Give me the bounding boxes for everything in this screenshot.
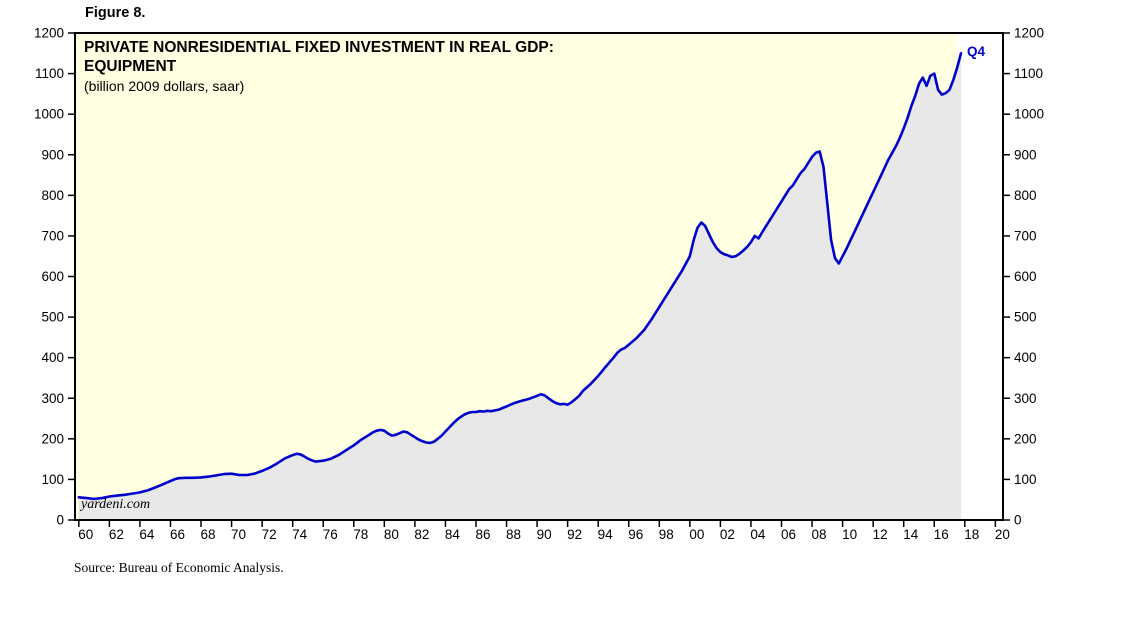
x-axis-label: 18 xyxy=(964,527,979,542)
x-axis-label: 60 xyxy=(78,527,93,542)
x-axis-label: 88 xyxy=(506,527,521,542)
y-axis-label-right: 1000 xyxy=(1014,107,1044,122)
x-axis-label: 06 xyxy=(781,527,796,542)
x-axis-label: 20 xyxy=(995,527,1010,542)
x-axis-label: 92 xyxy=(567,527,582,542)
x-axis-label: 94 xyxy=(598,527,614,542)
source-note: Source: Bureau of Economic Analysis. xyxy=(74,560,284,575)
y-axis-label-right: 1100 xyxy=(1014,66,1043,81)
y-axis-label-right: 200 xyxy=(1014,431,1037,446)
y-axis-label-right: 0 xyxy=(1014,513,1022,528)
y-axis-label-left: 1000 xyxy=(34,107,64,122)
y-axis-label-right: 1200 xyxy=(1014,26,1044,41)
future-period-band xyxy=(957,33,1003,520)
y-axis-label-left: 500 xyxy=(41,310,64,325)
y-axis-label-left: 200 xyxy=(41,431,64,446)
y-axis-label-left: 400 xyxy=(41,350,64,365)
x-axis-label: 74 xyxy=(292,527,308,542)
x-axis-label: 70 xyxy=(231,527,246,542)
y-axis-label-left: 800 xyxy=(41,188,64,203)
y-axis-label-left: 700 xyxy=(41,228,64,243)
x-axis-label: 68 xyxy=(201,527,216,542)
x-axis-label: 14 xyxy=(903,527,919,542)
y-axis-label-right: 400 xyxy=(1014,350,1037,365)
y-axis-label-left: 0 xyxy=(56,513,64,528)
x-axis-label: 90 xyxy=(537,527,552,542)
y-axis-label-right: 900 xyxy=(1014,147,1037,162)
x-axis-label: 84 xyxy=(445,527,461,542)
series-end-label: Q4 xyxy=(966,44,985,60)
y-axis-label-right: 300 xyxy=(1014,391,1037,406)
watermark: yardeni.com xyxy=(81,497,151,512)
x-axis-label: 10 xyxy=(842,527,857,542)
y-axis-label-right: 700 xyxy=(1014,228,1037,243)
figure-label: Figure 8. xyxy=(85,5,146,21)
y-axis-label-left: 300 xyxy=(41,391,64,406)
x-axis-label: 76 xyxy=(323,527,338,542)
y-axis-label-left: 1200 xyxy=(34,26,64,41)
x-axis-label: 86 xyxy=(475,527,490,542)
x-axis-label: 08 xyxy=(812,527,827,542)
x-axis-label: 16 xyxy=(934,527,949,542)
y-axis-label-left: 1100 xyxy=(35,66,64,81)
x-axis-label: 64 xyxy=(139,527,155,542)
y-axis-label-left: 100 xyxy=(41,472,64,487)
chart-title-line1: PRIVATE NONRESIDENTIAL FIXED INVESTMENT … xyxy=(84,39,554,56)
chart-subtitle: (billion 2009 dollars, saar) xyxy=(84,78,245,94)
y-axis-label-left: 900 xyxy=(41,147,64,162)
y-axis-label-left: 600 xyxy=(41,269,64,284)
x-axis-label: 98 xyxy=(659,527,674,542)
x-axis-label: 78 xyxy=(353,527,368,542)
x-axis-label: 96 xyxy=(628,527,643,542)
x-axis-label: 82 xyxy=(414,527,429,542)
y-axis-label-right: 500 xyxy=(1014,310,1037,325)
x-axis-label: 00 xyxy=(689,527,704,542)
equipment-line xyxy=(77,52,963,501)
x-axis-label: 12 xyxy=(873,527,888,542)
equipment-area-fill xyxy=(78,53,962,521)
x-axis-label: 66 xyxy=(170,527,185,542)
x-axis-label: 02 xyxy=(720,527,735,542)
x-axis-label: 04 xyxy=(750,527,766,542)
x-axis-label: 62 xyxy=(109,527,124,542)
y-axis-label-right: 100 xyxy=(1014,472,1037,487)
y-axis-label-right: 800 xyxy=(1014,188,1037,203)
x-axis-label: 72 xyxy=(262,527,277,542)
chart-title-line2: EQUIPMENT xyxy=(84,58,177,75)
chart-title-block: PRIVATE NONRESIDENTIAL FIXED INVESTMENT … xyxy=(84,38,554,96)
x-axis-label: 80 xyxy=(384,527,399,542)
y-axis-label-right: 600 xyxy=(1014,269,1037,284)
